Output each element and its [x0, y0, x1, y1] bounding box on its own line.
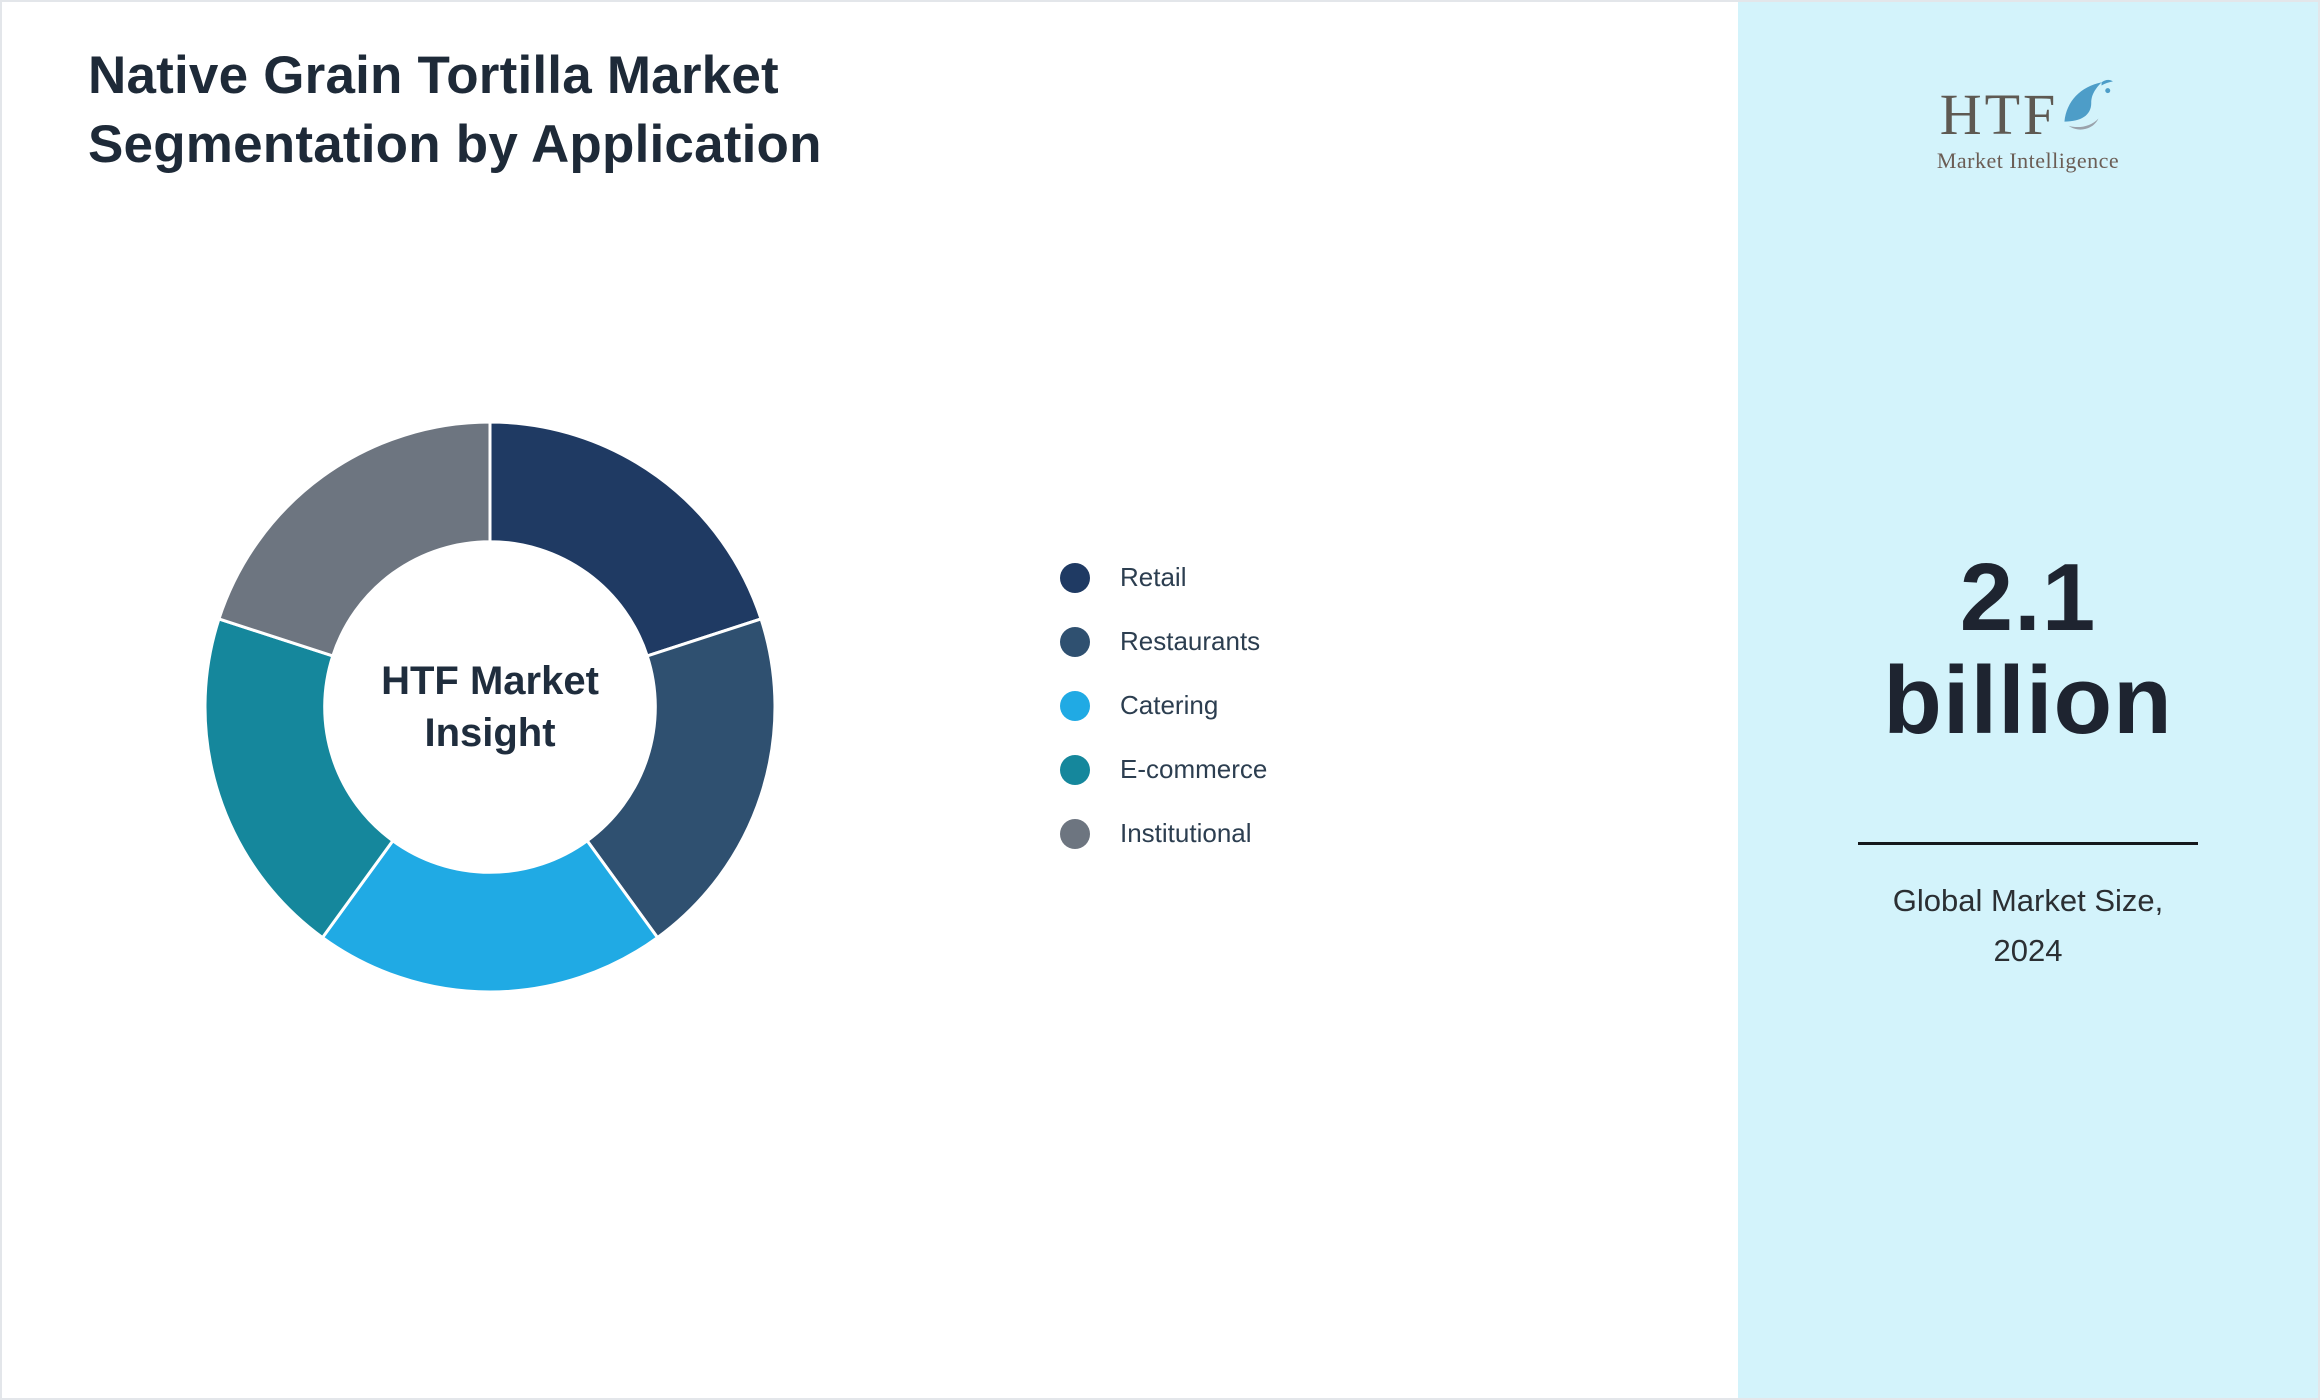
- legend-item: Catering: [1060, 690, 1267, 721]
- page-title-line1: Native Grain Tortilla Market: [88, 46, 779, 105]
- donut-chart: HTF Market Insight: [190, 407, 790, 1007]
- donut-center-label: HTF Market Insight: [381, 659, 599, 755]
- donut-segment-e-commerce: [203, 617, 395, 940]
- legend-item: E-commerce: [1060, 754, 1267, 785]
- legend-color-dot: [1060, 562, 1090, 593]
- donut-segment-catering: [320, 838, 660, 994]
- market-size-value-line1: 2.1: [1959, 544, 2097, 651]
- market-size-label-line2: 2024: [1993, 932, 2063, 968]
- legend: Retail Restaurants Catering E-commerce Insti…: [1060, 562, 1267, 849]
- legend-item: Restaurants: [1060, 626, 1267, 657]
- dolphin-splash-icon: [2050, 70, 2116, 141]
- market-size-label-line1: Global Market Size,: [1892, 883, 2164, 918]
- legend-color-dot: [1060, 690, 1090, 721]
- legend-item: Institutional: [1060, 818, 1267, 849]
- market-size-value: 2.1 billion: [1738, 544, 2318, 754]
- legend-label: Catering: [1120, 690, 1219, 720]
- legend-label: Retail: [1120, 562, 1187, 592]
- brand-logo: HTF Market Intelligence: [1738, 79, 2318, 174]
- divider-line: [1858, 842, 2198, 845]
- page-title-line2: Segmentation by Application: [88, 114, 822, 174]
- legend-color-dot: [1060, 754, 1090, 785]
- legend-label: Restaurants: [1120, 626, 1261, 656]
- sidebar: HTF Market Intelligence 2.1 billion Glob…: [1738, 2, 2318, 1398]
- page-title: Native Grain Tortilla Market Segmentatio…: [88, 42, 822, 180]
- donut-segment-institutional: [217, 420, 492, 658]
- brand-logo-row: HTF: [1939, 79, 2117, 147]
- donut-segment-retail: [488, 420, 763, 658]
- legend-color-dot: [1060, 626, 1090, 657]
- donut-svg: [203, 420, 777, 994]
- market-size-value-line2: billion: [1883, 646, 2173, 754]
- legend-label: E-commerce: [1120, 754, 1268, 784]
- legend-item: Retail: [1060, 562, 1267, 593]
- legend-color-dot: [1060, 818, 1090, 849]
- legend-label: Institutional: [1120, 818, 1252, 848]
- donut-segment-restaurants: [585, 617, 777, 940]
- market-size-label: Global Market Size, 2024: [1738, 876, 2318, 975]
- htf-logo-text: HTF: [1939, 82, 2059, 147]
- logo-subtext: Market Intelligence: [1936, 148, 2120, 173]
